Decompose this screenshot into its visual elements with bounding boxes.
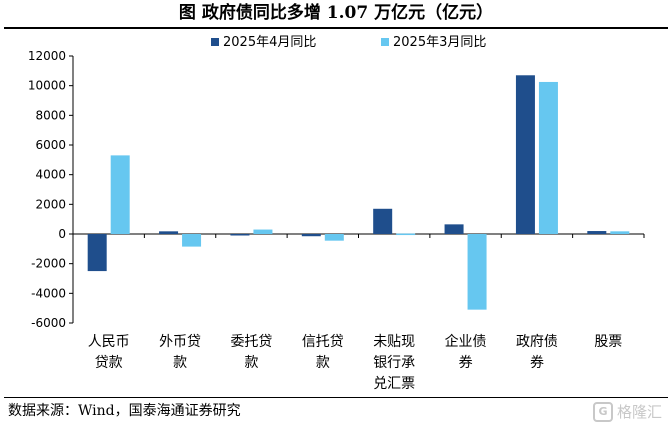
watermark-text: 格隆汇 — [616, 403, 662, 421]
x-tick-label: 券 — [459, 355, 473, 371]
bar-series-2 — [182, 234, 202, 247]
bar-series-2 — [110, 155, 130, 234]
bar-series-1 — [230, 234, 250, 236]
bar-series-1 — [87, 234, 107, 272]
y-tick-label: -6000 — [31, 316, 66, 330]
watermark-logo-icon: G — [592, 401, 613, 422]
x-tick-label: 外币贷 — [159, 334, 201, 350]
source-rule — [4, 397, 668, 398]
legend-swatch — [381, 38, 389, 46]
y-tick-label: 12000 — [28, 49, 66, 63]
bar-series-1 — [444, 224, 464, 234]
x-tick-label: 款 — [244, 355, 258, 371]
x-tick-label: 人民币 — [88, 334, 130, 350]
x-tick-label: 兑汇票 — [373, 376, 415, 392]
y-tick-label: 0 — [58, 227, 66, 241]
y-tick-label: -2000 — [31, 257, 66, 271]
x-tick-label: 券 — [530, 355, 544, 371]
bar-series-1 — [587, 231, 607, 234]
y-tick-label: -4000 — [31, 286, 66, 300]
x-tick-label: 信托贷 — [302, 334, 344, 350]
y-tick-label: 10000 — [28, 79, 66, 93]
axis-layer: -6000 -4000 -2000 0 2000 4000 6000 8000 10000 120… — [28, 49, 645, 330]
x-tick-label: 款 — [173, 355, 187, 371]
title-rule — [4, 27, 668, 29]
y-tick-label: 2000 — [35, 197, 66, 211]
x-tick-label: 政府债 — [516, 334, 558, 350]
watermark: G 格隆汇 — [592, 401, 662, 422]
bar-series-2 — [324, 234, 344, 241]
bar-series-1 — [515, 75, 535, 235]
y-tick-label: 6000 — [35, 138, 66, 152]
bar-series-2 — [396, 233, 416, 236]
bar-series-1 — [159, 231, 179, 234]
bar-layer — [87, 75, 630, 310]
x-tick-label: 款 — [316, 355, 330, 371]
x-tick-label: 银行承 — [373, 355, 415, 371]
x-tick-label: 贷款 — [95, 355, 123, 371]
bar-series-2 — [610, 231, 630, 234]
bar-series-1 — [301, 234, 321, 237]
x-tick-label: 股票 — [594, 334, 622, 350]
x-tick-label: 未贴现 — [373, 334, 415, 350]
bar-series-2 — [253, 229, 273, 234]
y-tick-label: 4000 — [35, 168, 66, 182]
chart-title: 图 政府债同比多增 1.07 万亿元（亿元） — [178, 3, 494, 23]
bar-series-2 — [467, 234, 487, 310]
legend: 2025年4月同比 2025年3月同比 — [211, 35, 486, 50]
y-tick-label: 8000 — [35, 108, 66, 122]
legend-label: 2025年3月同比 — [393, 35, 486, 50]
bar-series-1 — [373, 208, 393, 234]
bar-series-2 — [538, 81, 558, 234]
x-tick-label: 企业债 — [445, 333, 487, 350]
legend-swatch — [211, 38, 219, 46]
bar-chart: -6000 -4000 -2000 0 2000 4000 6000 8000 10000 120… — [28, 35, 645, 392]
legend-label: 2025年4月同比 — [223, 35, 316, 50]
source-note: 数据来源：Wind，国泰海通证券研究 — [8, 403, 241, 419]
x-tick-label: 委托贷 — [230, 334, 272, 350]
